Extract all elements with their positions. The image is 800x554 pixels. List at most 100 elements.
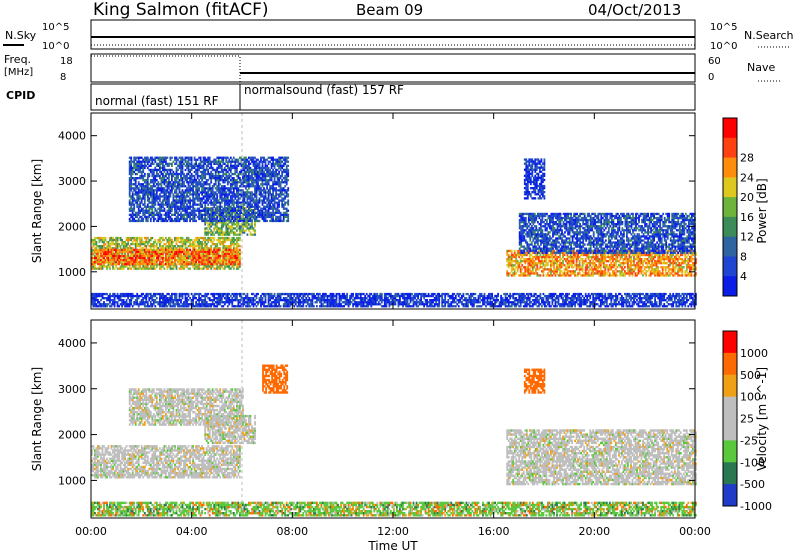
- power-cell: [237, 245, 240, 248]
- power-cell: [183, 240, 185, 244]
- power-cell: [239, 197, 241, 200]
- power-cell: [163, 158, 166, 161]
- power-cell: [222, 248, 225, 251]
- power-cell: [252, 233, 255, 236]
- power-cell: [234, 238, 237, 242]
- power-cell: [255, 197, 258, 200]
- power-cell: [516, 262, 519, 265]
- power-cell: [148, 209, 151, 212]
- power-cell: [184, 240, 187, 244]
- power-cell: [196, 177, 199, 180]
- power-cell: [214, 197, 217, 200]
- power-cell: [284, 201, 287, 204]
- power-cell: [160, 203, 163, 206]
- power-cell: [172, 247, 175, 250]
- power-cell: [162, 174, 164, 178]
- power-cell: [148, 174, 151, 178]
- power-cell: [243, 197, 246, 200]
- power-cell: [172, 174, 175, 178]
- power-cell: [231, 225, 234, 228]
- power-cell: [163, 193, 166, 196]
- power-cell: [180, 252, 182, 255]
- power-cell: [569, 264, 572, 267]
- power-cell: [216, 265, 219, 268]
- power-cell: [146, 203, 149, 206]
- power-cell: [217, 260, 220, 264]
- power-cell: [245, 166, 247, 170]
- power-cell: [282, 193, 285, 196]
- power-cell: [166, 195, 169, 198]
- power-cell: [279, 174, 282, 178]
- power-cell: [228, 238, 231, 242]
- power-cell: [199, 247, 202, 250]
- power-cell: [198, 187, 200, 190]
- power-cell: [159, 238, 161, 242]
- power-cell: [130, 260, 133, 264]
- power-cell: [217, 240, 220, 244]
- power-cell: [272, 213, 274, 216]
- power-cell: [281, 213, 284, 216]
- power-cell: [201, 260, 203, 264]
- power-cell: [171, 217, 173, 221]
- power-cell: [133, 252, 136, 255]
- power-cell: [554, 260, 557, 263]
- power-cell: [266, 215, 268, 219]
- power-cell: [255, 191, 258, 194]
- power-cell: [124, 245, 126, 248]
- power-cell: [196, 209, 199, 212]
- power-cell: [264, 177, 267, 180]
- power-cell: [267, 170, 270, 174]
- power-cell: [251, 199, 253, 202]
- power-cell: [146, 177, 149, 180]
- power-cell: [231, 172, 234, 176]
- power-cell: [198, 203, 200, 206]
- power-cell: [534, 264, 537, 267]
- power-cell: [282, 189, 285, 192]
- power-cell: [551, 274, 554, 277]
- power-cell: [103, 258, 105, 262]
- power-cell: [195, 262, 197, 266]
- power-cell: [140, 249, 143, 252]
- power-cell: [539, 274, 542, 277]
- power-cell: [208, 172, 211, 176]
- power-cell: [186, 205, 188, 208]
- power-cell: [172, 254, 175, 258]
- power-cell: [137, 160, 140, 163]
- power-cell: [548, 255, 551, 259]
- power-cell: [116, 256, 119, 260]
- power-cell: [189, 201, 191, 204]
- power-cell: [254, 207, 256, 210]
- power-cell: [151, 261, 154, 264]
- power-cell: [159, 207, 161, 210]
- power-cell: [219, 227, 222, 230]
- power-cell: [202, 185, 205, 188]
- power-cell: [174, 217, 176, 221]
- power-cell: [205, 267, 208, 270]
- power-cell: [213, 243, 216, 246]
- power-cell: [228, 205, 231, 208]
- power-cell: [152, 193, 155, 196]
- power-cell: [524, 251, 527, 255]
- power-cell: [243, 179, 246, 182]
- power-cell: [181, 158, 184, 161]
- power-cell: [148, 258, 151, 262]
- power-cell: [254, 233, 256, 236]
- power-cell: [217, 265, 220, 268]
- power-cell: [146, 205, 149, 208]
- power-cell: [236, 223, 238, 226]
- power-cell: [148, 254, 151, 258]
- power-cell: [183, 209, 185, 212]
- power-cell: [234, 197, 237, 200]
- power-cell: [506, 270, 509, 273]
- power-cell: [192, 254, 194, 258]
- power-cell: [192, 250, 194, 253]
- power-cell: [251, 233, 253, 236]
- power-cell: [160, 213, 163, 216]
- power-cell: [146, 166, 149, 170]
- power-cell: [216, 177, 219, 180]
- power-cell: [196, 265, 199, 268]
- power-cell: [149, 217, 152, 221]
- power-cell: [236, 158, 238, 161]
- power-cell: [518, 266, 521, 269]
- power-cell: [112, 250, 114, 253]
